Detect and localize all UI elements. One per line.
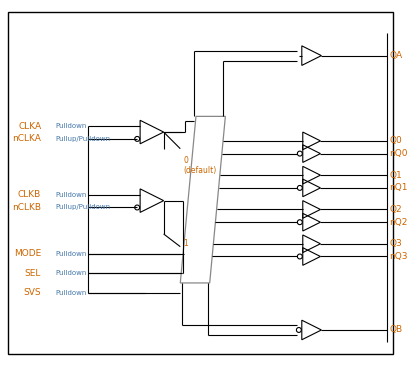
Text: Q2: Q2 bbox=[389, 205, 402, 214]
Text: CLKB: CLKB bbox=[18, 190, 41, 199]
Text: 0
(default): 0 (default) bbox=[183, 156, 216, 175]
Text: QA: QA bbox=[389, 51, 402, 60]
Text: Q3: Q3 bbox=[389, 239, 402, 248]
Text: Pulldown: Pulldown bbox=[56, 251, 87, 257]
Text: nQ3: nQ3 bbox=[389, 252, 407, 261]
Text: nCLKA: nCLKA bbox=[12, 134, 41, 143]
Text: Pullup/Pulldown: Pullup/Pulldown bbox=[56, 205, 111, 210]
Text: MODE: MODE bbox=[14, 249, 41, 258]
Text: Pulldown: Pulldown bbox=[56, 123, 87, 129]
Text: CLKA: CLKA bbox=[18, 122, 41, 131]
Text: nQ2: nQ2 bbox=[389, 218, 407, 227]
Text: nQ0: nQ0 bbox=[389, 149, 407, 158]
Text: 1: 1 bbox=[183, 239, 188, 248]
Text: Pulldown: Pulldown bbox=[56, 192, 87, 198]
Text: Q0: Q0 bbox=[389, 137, 402, 145]
Text: nQ1: nQ1 bbox=[389, 183, 407, 193]
Text: nCLKB: nCLKB bbox=[12, 203, 41, 212]
Text: Pulldown: Pulldown bbox=[56, 270, 87, 276]
Text: QB: QB bbox=[389, 325, 402, 335]
Text: Pullup/Pulldown: Pullup/Pulldown bbox=[56, 136, 111, 142]
Text: Pulldown: Pulldown bbox=[56, 290, 87, 296]
Text: SVS: SVS bbox=[24, 288, 41, 297]
Text: Q1: Q1 bbox=[389, 171, 402, 180]
Text: SEL: SEL bbox=[25, 269, 41, 278]
